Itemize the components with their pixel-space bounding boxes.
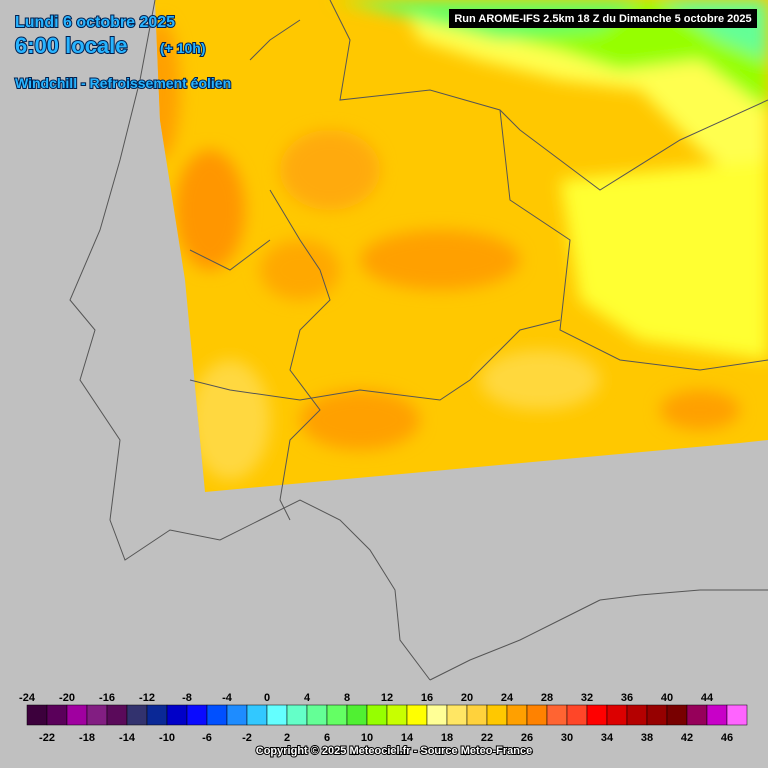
scale-label: 8 (344, 692, 350, 704)
copyright: Copyright © 2025 Meteociel.fr - Source M… (256, 745, 532, 757)
scale-label: 0 (264, 692, 270, 704)
scale-swatch (226, 704, 248, 726)
scale-swatch (66, 704, 88, 726)
forecast-field (155, 0, 768, 492)
scale-label: 38 (641, 732, 653, 744)
scale-swatch (186, 704, 208, 726)
scale-label: -10 (159, 732, 175, 744)
run-box (449, 9, 757, 28)
scale-swatch (406, 704, 428, 726)
scale-label: 28 (541, 692, 553, 704)
scale-label: -8 (182, 692, 192, 704)
scale-label: -2 (242, 732, 252, 744)
scale-swatch (346, 704, 368, 726)
scale-label: 12 (381, 692, 393, 704)
scale-swatch (286, 704, 308, 726)
scale-label: 18 (441, 732, 453, 744)
scale-swatch (686, 704, 708, 726)
lead-time: (+ 10h) (160, 40, 206, 56)
scale-swatch (466, 704, 488, 726)
scale-label: 30 (561, 732, 573, 744)
scale-label: 16 (421, 692, 433, 704)
scale-swatch (446, 704, 468, 726)
scale-swatch (646, 704, 668, 726)
scale-label: 32 (581, 692, 593, 704)
scale-swatch (666, 704, 688, 726)
variable-name: Windchill - Refroissement éolien (15, 75, 231, 91)
scale-label: 14 (401, 732, 414, 744)
scale-swatch (326, 704, 348, 726)
scale-label: 34 (601, 732, 614, 744)
scale-swatch (706, 704, 728, 726)
scale-label: 26 (521, 732, 533, 744)
scale-label: 44 (701, 692, 714, 704)
scale-swatch (306, 704, 328, 726)
scale-label: 22 (481, 732, 493, 744)
run-info: Run AROME-IFS 2.5km 18 Z du Dimanche 5 o… (454, 13, 751, 25)
scale-swatch (106, 704, 128, 726)
scale-swatch (426, 704, 448, 726)
scale-label: -20 (59, 692, 75, 704)
scale-swatch (386, 704, 408, 726)
scale-swatch (26, 704, 48, 726)
scale-label: -18 (79, 732, 95, 744)
scale-swatch (46, 704, 68, 726)
scale-label: 10 (361, 732, 373, 744)
color-scale: -24-22-20-18-16-14-12-10-8-6-4-202468101… (19, 692, 748, 744)
scale-swatch (166, 704, 188, 726)
scale-swatch (506, 704, 528, 726)
scale-label: 4 (304, 692, 311, 704)
scale-swatch (126, 704, 148, 726)
scale-swatch (726, 704, 748, 726)
scale-swatch (266, 704, 288, 726)
borders (69, 0, 768, 681)
scale-swatch (526, 704, 548, 726)
scale-label: 20 (461, 692, 473, 704)
scale-label: -12 (139, 692, 155, 704)
scale-label: -22 (39, 732, 55, 744)
scale-swatch (566, 704, 588, 726)
scale-label: 46 (721, 732, 733, 744)
forecast-date: Lundi 6 octobre 2025 (15, 14, 175, 31)
scale-swatch (86, 704, 108, 726)
scale-swatch (366, 704, 388, 726)
scale-swatch (606, 704, 628, 726)
scale-swatch (486, 704, 508, 726)
scale-label: 42 (681, 732, 693, 744)
scale-label: -14 (119, 732, 136, 744)
scale-swatch (146, 704, 168, 726)
scale-label: 36 (621, 692, 633, 704)
scale-label: 40 (661, 692, 673, 704)
scale-label: 2 (284, 732, 290, 744)
scale-label: -6 (202, 732, 212, 744)
scale-label: 6 (324, 732, 330, 744)
scale-swatch (626, 704, 648, 726)
scale-label: -16 (99, 692, 115, 704)
scale-swatch (586, 704, 608, 726)
scale-swatch (246, 704, 268, 726)
forecast-time: 6:00 locale (15, 33, 128, 58)
scale-label: -24 (19, 692, 36, 704)
scale-swatch (546, 704, 568, 726)
scale-label: 24 (501, 692, 514, 704)
scale-swatch (206, 704, 228, 726)
scale-label: -4 (222, 692, 233, 704)
